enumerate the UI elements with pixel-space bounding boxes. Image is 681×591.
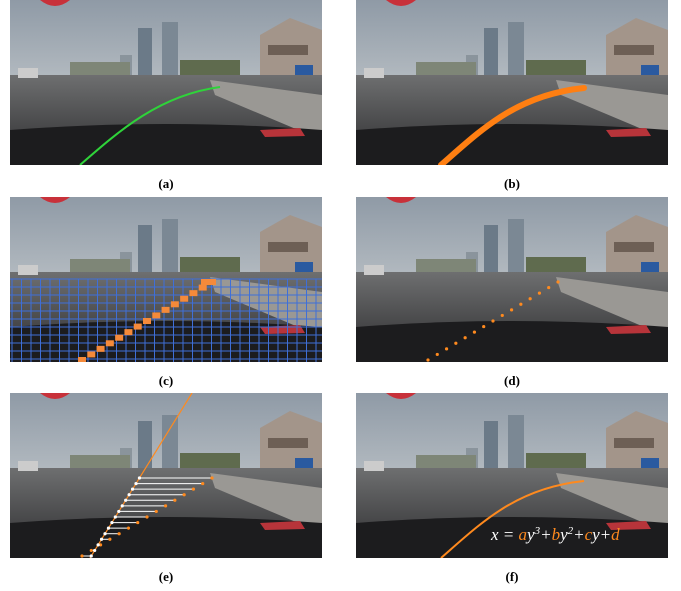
dot xyxy=(118,532,121,535)
dot xyxy=(183,493,186,496)
equation-part: + xyxy=(573,525,584,544)
dot xyxy=(445,347,448,350)
cell xyxy=(97,346,105,352)
dot xyxy=(107,527,110,530)
dot xyxy=(482,325,485,328)
equation-part: x = xyxy=(490,525,519,544)
dot xyxy=(556,280,559,283)
dot xyxy=(547,286,550,289)
dot xyxy=(426,358,429,361)
cell xyxy=(115,335,123,341)
dot xyxy=(210,476,213,479)
equation-part: d xyxy=(611,525,620,544)
panel-label: (c) xyxy=(159,373,173,388)
dot xyxy=(192,488,195,491)
cell xyxy=(199,285,207,291)
panel-label: (b) xyxy=(504,176,520,191)
dot xyxy=(145,515,148,518)
dot xyxy=(173,499,176,502)
dot xyxy=(121,504,124,507)
figure: (a)(b)(c)(d)(e)x = ay3+by2+cy+d(f) xyxy=(0,0,681,591)
dot xyxy=(510,308,513,311)
photo xyxy=(356,0,668,165)
panel xyxy=(356,197,668,362)
photo xyxy=(10,0,322,165)
dot xyxy=(155,510,158,513)
dot xyxy=(108,538,111,541)
cell xyxy=(201,279,209,285)
dot xyxy=(103,532,106,535)
cell xyxy=(78,357,86,363)
dot xyxy=(90,549,93,552)
dot xyxy=(529,297,532,300)
dot xyxy=(80,554,83,557)
dot xyxy=(454,342,457,345)
cell xyxy=(162,307,170,313)
dot xyxy=(436,353,439,356)
dot xyxy=(100,538,103,541)
cell xyxy=(208,279,216,285)
equation-part: y+ xyxy=(590,525,611,544)
dot xyxy=(110,521,113,524)
cell xyxy=(189,290,197,296)
cell xyxy=(152,312,160,318)
cell xyxy=(134,324,142,330)
dot xyxy=(90,554,93,557)
dot xyxy=(134,482,137,485)
cell xyxy=(106,340,114,346)
equation-part: y xyxy=(558,525,568,544)
dot xyxy=(501,314,504,317)
dot xyxy=(164,504,167,507)
dot xyxy=(138,476,141,479)
cell xyxy=(180,296,188,302)
equation-part: y xyxy=(525,525,535,544)
cell xyxy=(124,329,132,335)
dot xyxy=(464,336,467,339)
panel xyxy=(10,197,322,363)
dot xyxy=(136,521,139,524)
panel xyxy=(10,393,322,558)
photo xyxy=(10,393,322,558)
dot xyxy=(491,319,494,322)
dot xyxy=(117,510,120,513)
cell xyxy=(87,351,95,357)
dot xyxy=(97,543,100,546)
equation-part: a xyxy=(519,525,528,544)
panel-label: (f) xyxy=(506,569,519,584)
panel-label: (d) xyxy=(504,373,520,388)
equation-part: + xyxy=(540,525,551,544)
equation: x = ay3+by2+cy+d xyxy=(490,525,620,544)
panel xyxy=(356,0,668,165)
dot xyxy=(131,488,134,491)
dot xyxy=(124,499,127,502)
dot xyxy=(538,292,541,295)
panel-label: (e) xyxy=(159,569,173,584)
panel xyxy=(10,0,322,165)
panel: x = ay3+by2+cy+d xyxy=(356,393,668,558)
equation-part: b xyxy=(552,525,561,544)
panel-label: (a) xyxy=(158,176,173,191)
dot xyxy=(127,527,130,530)
cell xyxy=(143,318,151,324)
dot xyxy=(473,331,476,334)
dot xyxy=(114,515,117,518)
dot xyxy=(201,482,204,485)
dot xyxy=(128,493,131,496)
photo xyxy=(356,197,668,362)
dot xyxy=(519,303,522,306)
dot xyxy=(93,549,96,552)
cell xyxy=(171,301,179,307)
